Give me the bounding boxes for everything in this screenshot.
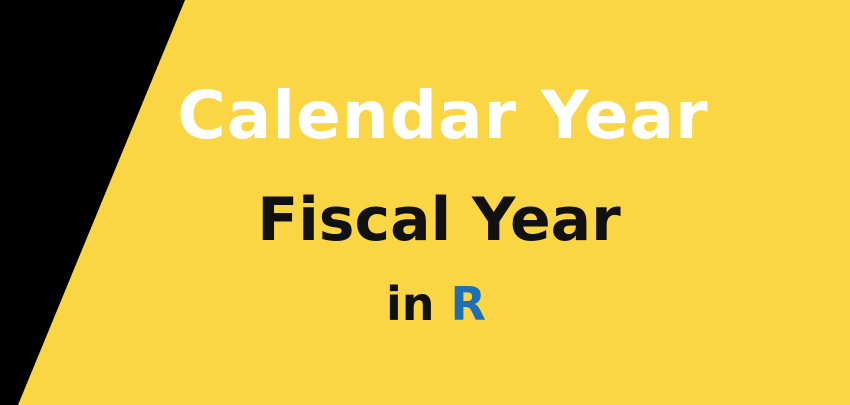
- title-calendar-year: Calendar Year: [177, 77, 709, 154]
- tagline: in R: [0, 276, 850, 332]
- tagline-prefix: in: [386, 277, 435, 331]
- dark-diagonal-band: [0, 0, 185, 405]
- tagline-r-accent: R: [450, 277, 486, 331]
- subtitle-fiscal-year: Fiscal Year: [257, 185, 621, 255]
